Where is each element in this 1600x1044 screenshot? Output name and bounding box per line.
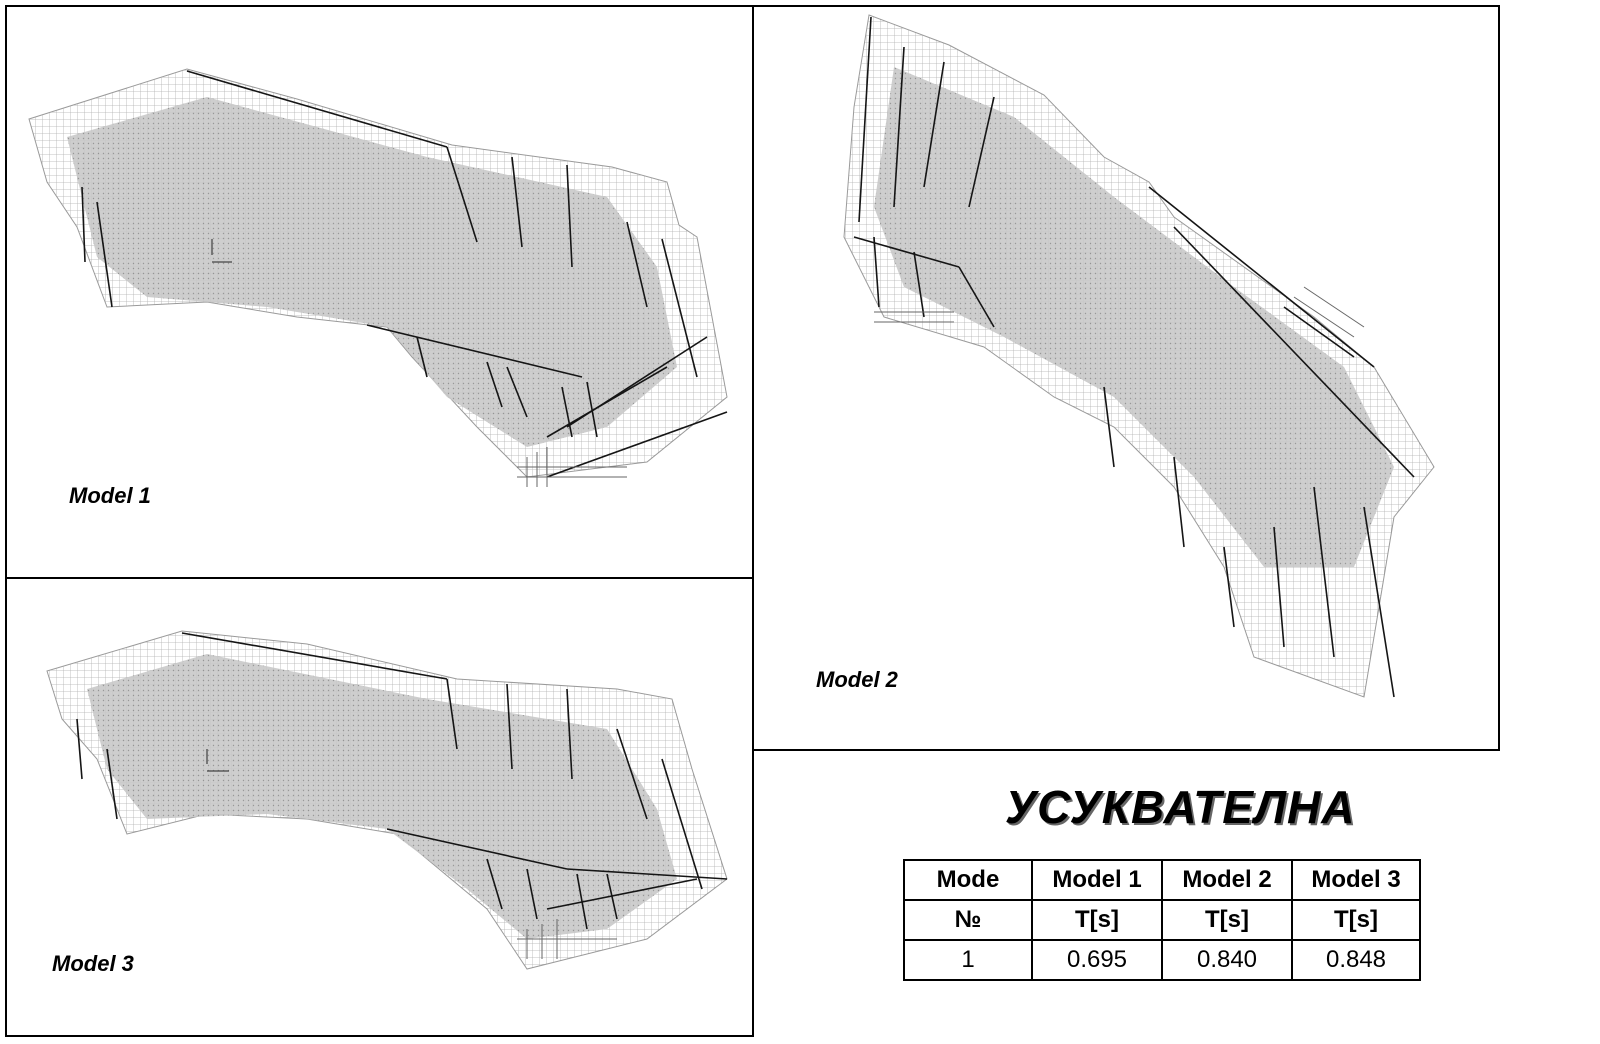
model-3-panel: Model 3 xyxy=(5,577,754,1037)
table-header-cell: T[s] xyxy=(1291,899,1421,941)
table-header-cell: T[s] xyxy=(1161,899,1293,941)
table-header-cell: № xyxy=(903,899,1033,941)
model-2-panel: Model 2 xyxy=(752,5,1500,751)
table-header-cell: Model 1 xyxy=(1031,859,1163,901)
model-1-mesh-drawing xyxy=(28,68,728,487)
table-header-cell: T[s] xyxy=(1031,899,1163,941)
model-2-label: Model 2 xyxy=(816,667,898,692)
mode-title: УСУКВАТЕЛНА xyxy=(1005,781,1356,833)
table-cell: 0.840 xyxy=(1161,939,1293,981)
model-2-mesh-drawing xyxy=(843,14,1435,698)
table-header-cell: Mode xyxy=(903,859,1033,901)
model-1-label: Model 1 xyxy=(69,483,151,508)
table-row: 1 0.695 0.840 0.848 xyxy=(903,939,1421,981)
model-1-panel: Model 1 xyxy=(5,5,754,579)
table-cell: 0.695 xyxy=(1031,939,1163,981)
table-header-cell: Model 2 xyxy=(1161,859,1293,901)
periods-table: Mode Model 1 Model 2 Model 3 № T[s] T[s]… xyxy=(903,859,1421,981)
table-units-row: № T[s] T[s] T[s] xyxy=(903,899,1421,941)
model-3-mesh-drawing xyxy=(46,630,728,970)
model-3-label: Model 3 xyxy=(52,951,134,976)
table-header-cell: Model 3 xyxy=(1291,859,1421,901)
table-header-row: Mode Model 1 Model 2 Model 3 xyxy=(903,859,1421,901)
table-cell: 0.848 xyxy=(1291,939,1421,981)
table-cell: 1 xyxy=(903,939,1033,981)
